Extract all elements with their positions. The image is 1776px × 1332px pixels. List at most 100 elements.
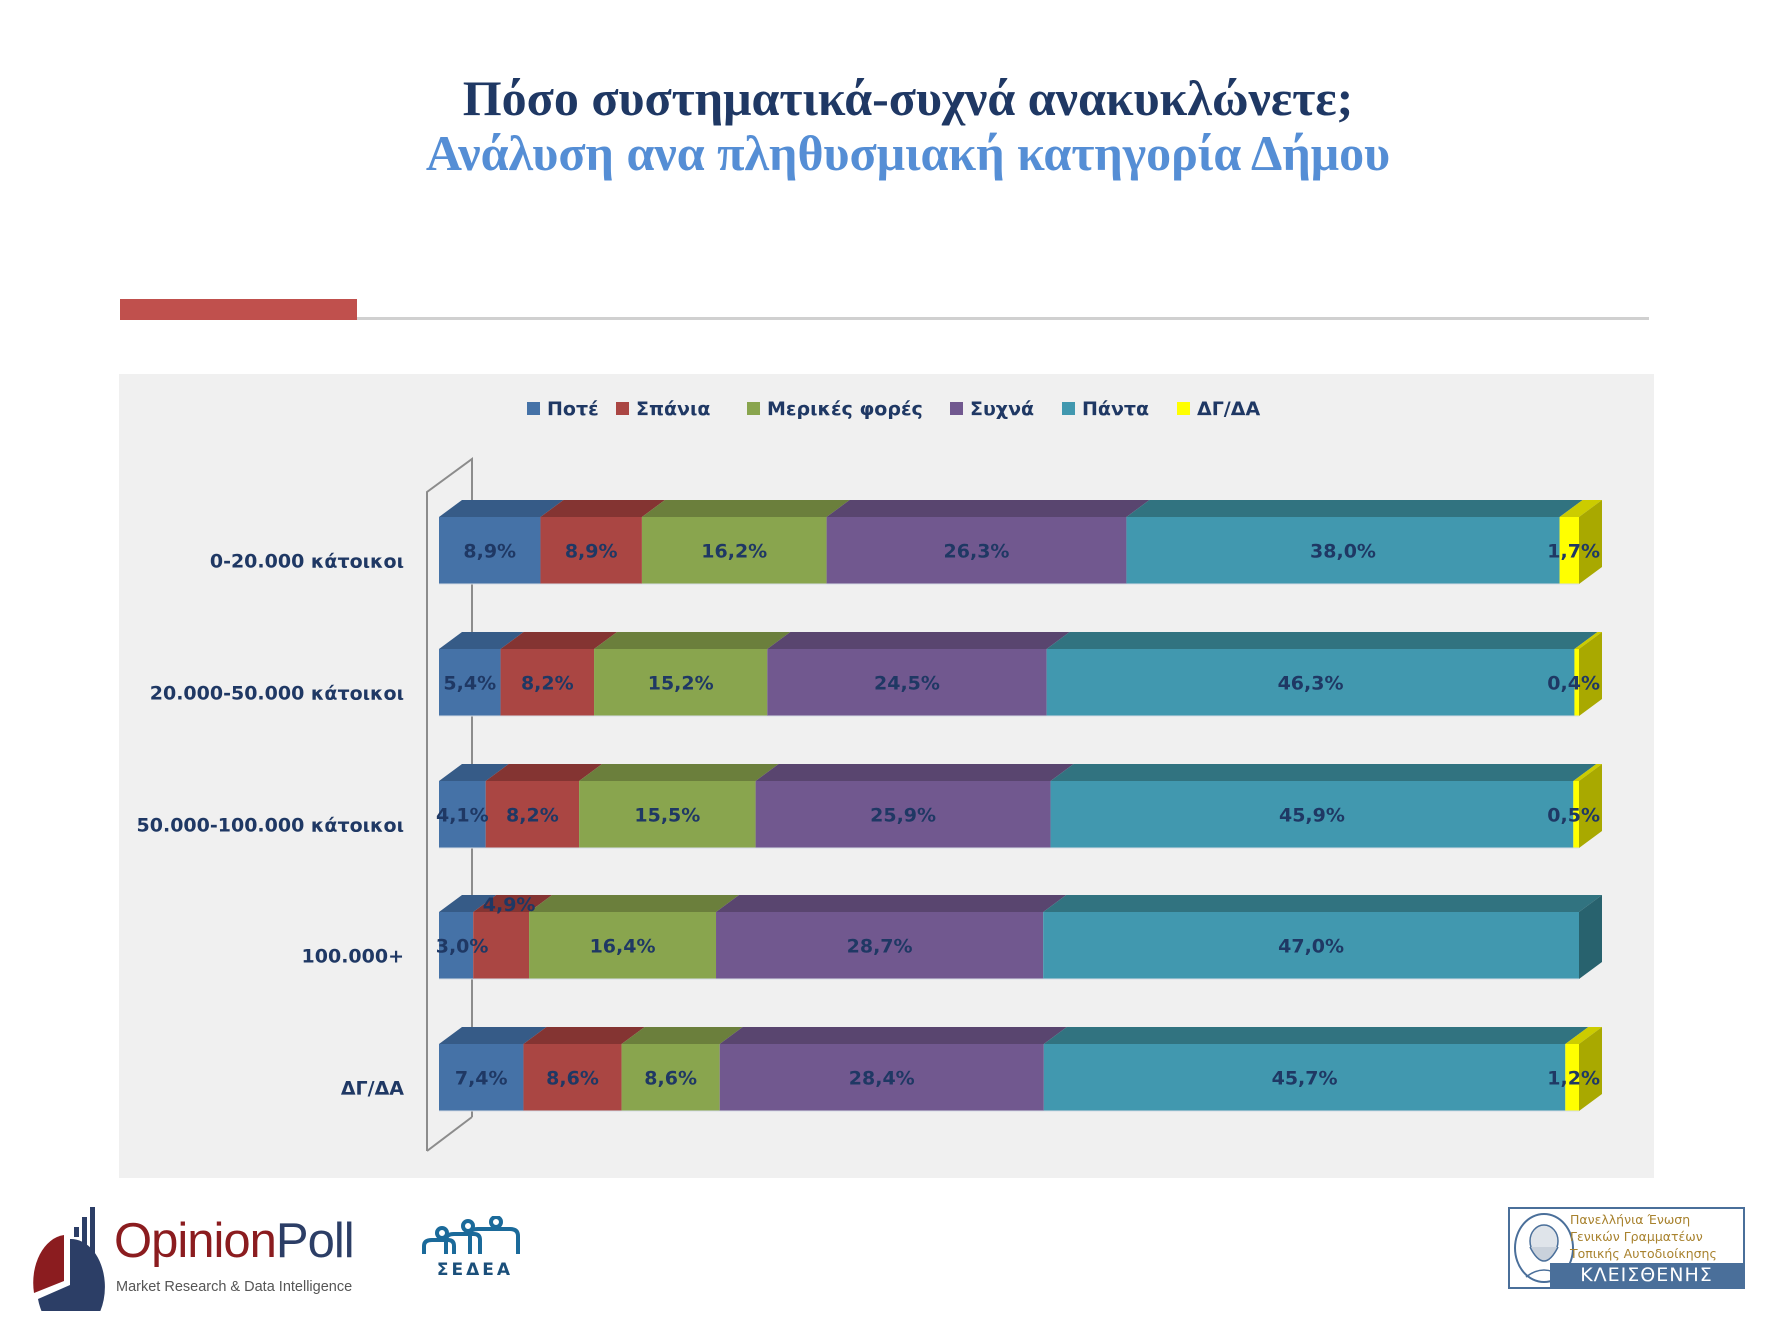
data-label: 1,7%: [1547, 541, 1600, 563]
data-label: 28,4%: [849, 1068, 915, 1090]
bar-segment: [523, 1044, 622, 1111]
bar-segment-top: [529, 895, 740, 912]
bar-segment-top: [1046, 632, 1598, 649]
data-label: 47,0%: [1278, 936, 1344, 958]
bar-segment: [1126, 517, 1560, 584]
bar-segment-top: [719, 1027, 1067, 1044]
kleisthenis-logo: Πανελλήνια Ένωση Γενικών Γραμματέων Τοπι…: [1508, 1207, 1745, 1289]
legend-swatch: [616, 402, 629, 415]
legend-swatch: [1062, 402, 1075, 415]
bar-segment-top: [755, 764, 1074, 781]
bar-segment-top: [439, 764, 509, 781]
data-label: 16,4%: [590, 936, 656, 958]
data-label: 25,9%: [870, 805, 936, 827]
bar-segment: [439, 1044, 524, 1111]
data-label: 16,2%: [701, 541, 767, 563]
bar-segment: [755, 781, 1051, 848]
bar-segment: [1050, 781, 1574, 848]
legend-label: ΔΓ/ΔΑ: [1197, 398, 1260, 420]
data-label: 8,2%: [521, 673, 574, 695]
data-label: 26,3%: [944, 541, 1010, 563]
bar-segment-top: [523, 1027, 645, 1044]
sedea-wordmark: ΣΕΔΕΑ: [436, 1260, 514, 1280]
legend-swatch: [950, 402, 963, 415]
bar-segment-top: [485, 764, 603, 781]
bar-segment-side: [1579, 764, 1602, 848]
bar-segment: [540, 517, 642, 584]
bar-segment-top: [716, 895, 1067, 912]
bar-segment-top: [1043, 895, 1602, 912]
people-icon: [422, 1216, 520, 1254]
data-label: 8,2%: [506, 805, 559, 827]
bar-segment-top: [641, 500, 850, 517]
bar-segment-side: [1579, 1027, 1602, 1111]
legend-label: Σπάνια: [636, 398, 710, 420]
category-label: 50.000-100.000 κάτοικοι: [137, 815, 404, 837]
bar-segment: [594, 649, 768, 716]
bar-segment-top: [1574, 632, 1602, 649]
bar-segment: [826, 517, 1127, 584]
data-label: 15,2%: [648, 673, 714, 695]
bar-segment-top: [1043, 1027, 1589, 1044]
bar-segment: [439, 781, 486, 848]
accent-bar: [120, 299, 357, 320]
data-label: 8,6%: [546, 1068, 599, 1090]
bar-segment-side: [1579, 632, 1602, 716]
data-label: 5,4%: [443, 673, 496, 695]
data-label: 8,6%: [644, 1068, 697, 1090]
bar-segment-top: [1565, 1027, 1602, 1044]
axis-wall-base: [426, 1116, 473, 1152]
bar-segment-top: [594, 632, 791, 649]
bar-segment: [1046, 649, 1575, 716]
bar-segment-side: [1579, 895, 1602, 979]
bar-segment: [473, 912, 530, 979]
kleisthenis-text: Πανελλήνια Ένωση Γενικών Γραμματέων Τοπι…: [1570, 1212, 1717, 1261]
data-label: 4,1%: [436, 805, 489, 827]
data-label: 15,5%: [634, 805, 700, 827]
bar-segment: [579, 781, 756, 848]
bar-segment-top: [439, 1027, 547, 1044]
bar-segment-top: [767, 632, 1070, 649]
data-label: 0,5%: [1547, 805, 1600, 827]
bar-segment: [641, 517, 827, 584]
bar-segment: [716, 912, 1044, 979]
bar-segment-top: [1559, 500, 1602, 517]
category-label: 0-20.000 κάτοικοι: [210, 551, 404, 573]
category-label: 20.000-50.000 κάτοικοι: [150, 683, 404, 705]
legend-swatch: [1177, 402, 1190, 415]
chart-subtitle: Ανάλυση ανα πληθυσμιακή κατηγορία Δήμου: [425, 125, 1391, 181]
bar-segment-top: [473, 895, 553, 912]
legend: Ποτέ Σπάνια Μερικές φορές Συχνά Πάντα ΔΓ/ΔΑ: [527, 398, 1260, 420]
bar-segment: [1559, 517, 1579, 584]
opinionpoll-logo: OpinionPoll Market Research & Data Intel…: [28, 1205, 355, 1315]
data-label: 4,9%: [483, 894, 536, 916]
category-axis: 0-20.000 κάτοικοι 20.000-50.000 κάτοικοι 5…: [137, 551, 405, 1100]
bar-segment: [719, 1044, 1044, 1111]
legend-swatch: [747, 402, 760, 415]
bar-segment-top: [439, 895, 497, 912]
pie-chart-icon: [33, 1207, 105, 1311]
data-label: 1,2%: [1547, 1068, 1600, 1090]
bar-segment-top: [1573, 764, 1602, 781]
data-label: 8,9%: [463, 541, 516, 563]
data-label: 3,0%: [436, 936, 489, 958]
data-label: 28,7%: [847, 936, 913, 958]
data-label: 24,5%: [874, 673, 940, 695]
bar-segment: [529, 912, 717, 979]
header-divider: [357, 317, 1649, 320]
legend-label: Μερικές φορές: [767, 398, 923, 420]
bar-segment: [767, 649, 1047, 716]
bar-segment-side: [1579, 500, 1602, 584]
data-label: 7,4%: [455, 1068, 508, 1090]
data-label: 45,7%: [1272, 1068, 1338, 1090]
data-label: 45,9%: [1279, 805, 1345, 827]
data-labels: 8,9% 8,9% 16,2% 26,3% 38,0% 1,7% 5,4% 8,2% 15,2%…: [436, 541, 1600, 1090]
opinionpoll-wordmark: OpinionPoll: [114, 1214, 355, 1268]
bar-segment: [439, 912, 474, 979]
opinionpoll-tagline: Market Research & Data Intelligence: [116, 1279, 353, 1295]
bar-segment-top: [579, 764, 779, 781]
data-label: 0,4%: [1547, 673, 1600, 695]
bar-segment: [485, 781, 580, 848]
data-label: 38,0%: [1310, 541, 1376, 563]
